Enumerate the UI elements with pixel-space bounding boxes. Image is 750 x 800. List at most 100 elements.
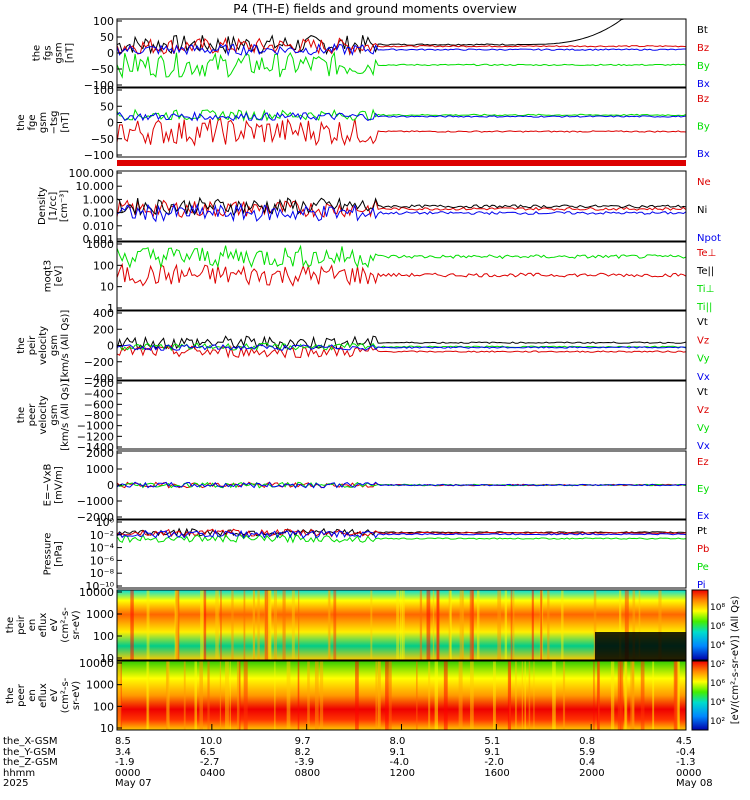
spectrogram-streak	[619, 590, 622, 660]
spectrogram-streak	[610, 661, 615, 730]
spectrogram-streak	[402, 590, 405, 660]
legend-Ti||: Ti||	[696, 302, 712, 313]
legend-Ti⊥: Ti⊥	[696, 284, 714, 295]
spectrogram-streak	[471, 590, 474, 660]
ytick-label: 100	[93, 15, 114, 28]
y-axes: 100500−50−100thefgsgsm[nT]100500−50−100t…	[5, 15, 122, 735]
spectrogram-streak	[497, 590, 502, 660]
spectrogram-streak	[624, 661, 627, 730]
time-tick-label: 8.5	[115, 736, 131, 747]
spectrogram-streak	[673, 661, 678, 730]
series-fgs-Bx	[116, 42, 686, 57]
series-density-Npot	[116, 202, 687, 223]
ytick-label: 10000	[79, 657, 114, 670]
plot-backgrounds	[117, 160, 686, 730]
ytick-label: 400	[93, 307, 114, 320]
spectrogram-streak	[561, 590, 564, 660]
ylabel-line: fge	[27, 114, 38, 130]
spectrogram-gap	[594, 632, 686, 660]
ytick-label: −400	[84, 388, 114, 401]
legend-Vy: Vy	[697, 423, 710, 434]
legend-Ey: Ey	[697, 484, 709, 495]
time-tick-label: -0.4	[676, 747, 696, 758]
spectrogram-streak	[492, 661, 496, 730]
spectrogram-peer_eflux	[117, 661, 686, 730]
ylabel-line: Pressure	[43, 533, 54, 576]
spectrogram-streak	[268, 590, 272, 660]
panel-frame-peir_vel	[116, 310, 687, 381]
ylabel-line: eflux	[38, 683, 49, 708]
time-tick-label: 9.1	[390, 747, 406, 758]
ylabel-line: the	[16, 114, 27, 130]
spectrogram-streak	[257, 590, 260, 660]
spectrogram-streak	[243, 590, 246, 660]
series-fge-Bz	[116, 117, 687, 147]
ytick-label: 1000	[86, 238, 114, 251]
ylabel-line: [1/cc]	[48, 192, 59, 221]
legend-Te⊥: Te⊥	[696, 248, 716, 259]
orbit-label: hhmm	[3, 768, 35, 779]
ytick-label: 1000	[86, 608, 114, 621]
series-fgs-By	[116, 51, 687, 79]
spectrogram-streak	[593, 590, 597, 660]
legend-Ne: Ne	[697, 177, 711, 188]
legend-Pb: Pb	[697, 544, 709, 555]
spectrogram-streak	[183, 661, 186, 730]
legends: Bt Bz By Bx Bz By Bx Ne Ni Npot Te⊥ Te|| Ti⊥ Ti|| Vt Vz…	[696, 25, 721, 591]
ytick-label: 10⁻¹⁰	[85, 580, 114, 593]
time-tick-label: -1.9	[115, 757, 135, 768]
ylabel-line: [mV/m]	[54, 466, 65, 504]
spectrogram-streak	[273, 590, 276, 660]
spectrogram-streak	[593, 661, 595, 730]
ylabel-line: moqt3	[43, 260, 54, 293]
ytick-label: 10⁻²	[90, 529, 114, 542]
spectrogram-streak	[399, 590, 402, 660]
spectrogram-streak	[219, 661, 222, 730]
ylabel-line: peir	[16, 614, 27, 634]
orbit-label: 2025	[3, 778, 28, 789]
time-tick-label: 0000	[676, 768, 701, 779]
ylabel-line: velocity	[38, 326, 49, 365]
colorbar: 10⁸ 10⁶ 10⁴ 10² 10⁶ 10⁴ 10² [eV/(cm²-s-sr-eV)] …	[691, 589, 741, 731]
ytick-label: 10	[100, 652, 114, 665]
legend-Bx: Bx	[697, 79, 710, 90]
spectrogram-streak	[229, 661, 231, 730]
spectrogram-streak	[291, 590, 295, 660]
time-tick-label: -4.0	[390, 757, 410, 768]
time-tick-label: -3.9	[295, 757, 315, 768]
spectrogram-streak	[620, 661, 624, 730]
ylabel-line: [nT]	[60, 112, 71, 132]
ytick-label: 0.001	[83, 233, 115, 246]
spectrogram-streak	[194, 661, 198, 730]
legend-By: By	[697, 61, 710, 72]
ylabel-line: eV	[49, 618, 60, 631]
spectrogram-streak	[658, 590, 662, 660]
legend-Ex: Ex	[697, 511, 709, 522]
ylabel-peir_vel: thepeirvelocitygsm[km/s (All Qs)]	[16, 310, 71, 382]
spectrogram-streak	[314, 661, 319, 730]
legend-Bz: Bz	[697, 43, 709, 54]
series-efield-Ex	[116, 481, 687, 489]
colorbar-tick: 10⁴	[710, 698, 725, 708]
legend-Pe: Pe	[697, 562, 709, 573]
series-pressure-Pb	[116, 528, 687, 538]
ylabel-peer_vel: thepeervelocitygsm[km/s (All Qs)]	[16, 379, 71, 451]
ytick-label: −400	[84, 372, 114, 385]
time-tick-label: 5.1	[484, 736, 500, 747]
spectrogram-streak	[396, 590, 400, 660]
legend-Bx: Bx	[697, 149, 710, 160]
time-tick-label: 3.4	[115, 747, 131, 758]
panel-frame-fge	[116, 87, 687, 158]
spectrogram-streak	[385, 661, 389, 730]
colorbar-tick: 10⁶	[710, 679, 725, 689]
spectrogram-streak	[524, 661, 526, 730]
time-tick-label: 0000	[115, 768, 140, 779]
spectrogram-streak	[449, 590, 452, 660]
spectrogram-streak	[319, 661, 324, 730]
series-pressure-Pi	[116, 529, 687, 539]
legend-Vy: Vy	[697, 354, 710, 365]
spectrogram-streak	[375, 661, 378, 730]
ylabel-line: peir	[27, 335, 38, 355]
spectrogram-streak	[510, 590, 513, 660]
